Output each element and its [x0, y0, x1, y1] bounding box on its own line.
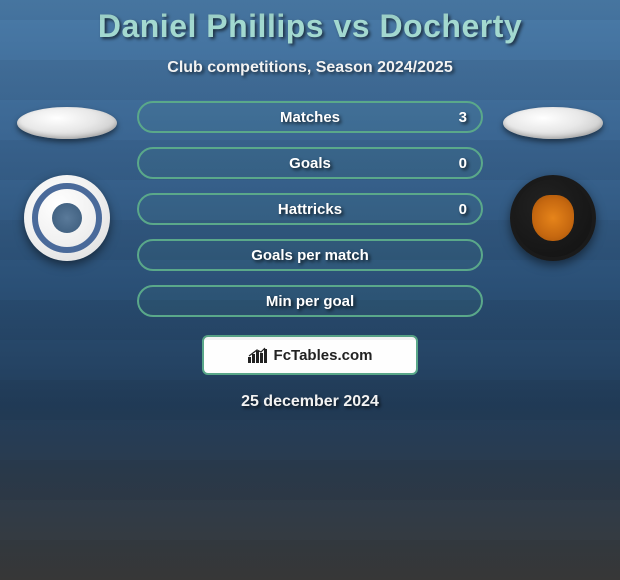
stat-right-value: 0	[459, 155, 467, 172]
stat-row-matches: Matches 3	[137, 101, 483, 133]
subtitle: Club competitions, Season 2024/2025	[0, 59, 620, 77]
right-player-avatar	[503, 107, 603, 139]
stat-label: Goals	[139, 155, 481, 172]
date-label: 25 december 2024	[0, 393, 620, 411]
right-player-column	[493, 101, 613, 261]
stat-label: Min per goal	[139, 293, 481, 310]
stat-row-min-per-goal: Min per goal	[137, 285, 483, 317]
stat-label: Goals per match	[139, 247, 481, 264]
left-player-column	[7, 101, 127, 261]
stat-right-value: 0	[459, 201, 467, 218]
stat-label: Hattricks	[139, 201, 481, 218]
stat-right-value: 3	[459, 109, 467, 126]
st-johnstone-crest	[24, 175, 110, 261]
comparison-content: Matches 3 Goals 0 Hattricks 0 Goals per …	[0, 101, 620, 317]
dundee-united-crest	[510, 175, 596, 261]
left-player-avatar	[17, 107, 117, 139]
stat-row-goals: Goals 0	[137, 147, 483, 179]
brand-card: FcTables.com	[202, 335, 418, 375]
brand-label: FcTables.com	[274, 347, 373, 364]
stat-label: Matches	[139, 109, 481, 126]
page-title: Daniel Phillips vs Docherty	[0, 0, 620, 45]
bar-chart-icon	[248, 347, 268, 363]
stat-row-hattricks: Hattricks 0	[137, 193, 483, 225]
stats-list: Matches 3 Goals 0 Hattricks 0 Goals per …	[137, 101, 483, 317]
stat-row-goals-per-match: Goals per match	[137, 239, 483, 271]
